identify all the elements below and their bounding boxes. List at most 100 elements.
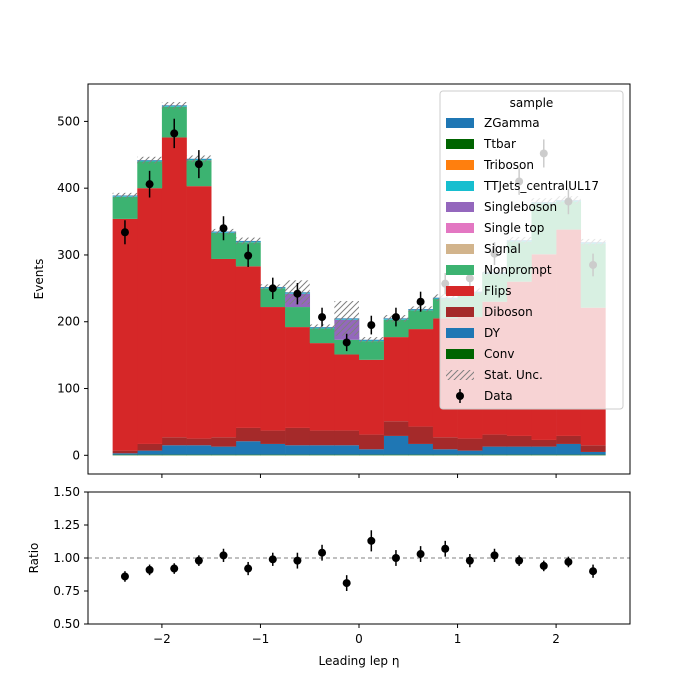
bar-flips-0 (112, 218, 138, 451)
ratio-y-tick-label-4: 1.50 (53, 485, 80, 499)
ratio-point-5 (244, 564, 253, 573)
bar-dy-15 (482, 446, 508, 455)
bar-dy-6 (260, 443, 286, 455)
bar-conv-13 (432, 454, 458, 456)
bar-nonprompt-8 (309, 328, 335, 344)
data-point-10 (367, 321, 376, 330)
bar-conv-4 (211, 454, 237, 456)
legend-label-signal: Signal (484, 242, 521, 256)
bar-nonprompt-10 (359, 341, 384, 360)
ratio-point-14 (465, 556, 474, 565)
legend-swatch-nonprompt (446, 265, 474, 275)
bar-conv-17 (531, 454, 557, 456)
ratio-point-10 (367, 536, 376, 545)
bar-conv-1 (137, 454, 163, 456)
bar-diboson-2 (161, 437, 187, 446)
bar-dy-17 (531, 446, 557, 455)
bar-conv-2 (161, 454, 187, 456)
main-panel: 0 100 200 300 400 500 Events sample ZGamma Ttba… (32, 83, 631, 478)
ratio-point-0 (120, 572, 129, 581)
x-tick-label-4: 2 (552, 632, 560, 646)
bar-dy-4 (211, 446, 237, 455)
legend-label-zgamma: ZGamma (484, 116, 540, 130)
main-y-tick-label-1: 100 (57, 382, 80, 396)
bar-diboson-5 (235, 427, 261, 442)
bar-dy-9 (334, 445, 360, 455)
ratio-point-3 (194, 556, 203, 565)
bar-dy-19 (580, 451, 606, 455)
bar-flips-5 (235, 266, 261, 428)
bar-flips-2 (161, 137, 187, 438)
main-y-ticks: 0 100 200 300 400 500 (57, 114, 88, 462)
data-point-11 (391, 313, 400, 322)
bar-conv-9 (334, 454, 360, 456)
legend-swatch-ttjets-centralul17 (446, 181, 474, 191)
bar-conv-19 (580, 454, 606, 456)
ratio-y-ticks: 0.50 0.75 1.00 1.25 1.50 (53, 485, 88, 631)
stat-unc-band-2 (161, 102, 187, 109)
main-y-tick-label-0: 0 (72, 448, 80, 462)
bar-conv-12 (408, 454, 434, 456)
bar-diboson-12 (408, 426, 434, 444)
bar-dy-2 (161, 445, 187, 455)
bar-diboson-18 (556, 435, 582, 444)
bar-diboson-7 (285, 427, 311, 446)
bar-dy-8 (309, 445, 335, 455)
main-x-ticks (161, 474, 557, 478)
bar-diboson-16 (506, 435, 532, 447)
data-point-6 (268, 284, 277, 293)
bar-dy-0 (112, 453, 138, 455)
legend-swatch-conv (446, 349, 474, 359)
bar-diboson-11 (383, 421, 409, 436)
ratio-point-13 (441, 544, 450, 553)
legend-label-single-top: Single top (484, 221, 544, 235)
ratio-y-tick-label-1: 0.75 (53, 584, 80, 598)
main-y-tick-label-5: 500 (57, 114, 80, 128)
bar-flips-3 (186, 186, 212, 439)
bar-flips-12 (408, 329, 434, 427)
ratio-point-2 (170, 564, 179, 573)
ratio-point-15 (490, 551, 499, 560)
stat-unc-band-10 (359, 337, 384, 343)
bar-conv-5 (235, 454, 261, 456)
legend-swatch-stat-unc- (446, 370, 474, 380)
bar-dy-12 (408, 443, 434, 455)
ratio-panel: 0.50 0.75 1.00 1.25 1.50 −2 −1 0 1 2 Ratio Leadi… (27, 485, 631, 668)
legend-swatch-ttbar (446, 139, 474, 149)
bar-nonprompt-11 (383, 319, 409, 338)
bar-conv-8 (309, 454, 335, 456)
x-axis-label: Leading lep η (319, 654, 400, 668)
data-point-2 (170, 129, 179, 138)
ratio-point-16 (515, 556, 524, 565)
bar-diboson-10 (359, 434, 384, 450)
bar-diboson-17 (531, 439, 557, 447)
bar-flips-1 (137, 188, 163, 444)
main-y-tick-label-4: 400 (57, 181, 80, 195)
legend-swatch-flips (446, 286, 474, 296)
data-point-8 (318, 313, 327, 322)
bar-dy-16 (506, 446, 532, 455)
bar-conv-16 (506, 454, 532, 456)
bar-dy-10 (359, 449, 384, 455)
stat-unc-band-0 (112, 192, 138, 199)
ratio-point-12 (416, 550, 425, 559)
legend-label-dy: DY (484, 326, 501, 340)
ratio-point-17 (539, 561, 548, 570)
bar-nonprompt-0 (112, 196, 138, 219)
legend-title: sample (510, 96, 554, 110)
bar-diboson-19 (580, 445, 606, 452)
main-y-tick-label-2: 200 (57, 315, 80, 329)
bar-diboson-0 (112, 450, 138, 454)
bar-flips-11 (383, 337, 409, 422)
bar-nonprompt-12 (408, 310, 434, 330)
bar-dy-5 (235, 441, 261, 455)
legend-label-conv: Conv (484, 347, 514, 361)
bar-dy-7 (285, 445, 311, 455)
ratio-points (120, 530, 598, 591)
legend-swatch-zgamma (446, 118, 474, 128)
legend-box (439, 90, 624, 410)
legend-label-nonprompt: Nonprompt (484, 263, 552, 277)
bar-diboson-15 (482, 434, 508, 447)
legend-label-ttbar: Ttbar (483, 137, 516, 151)
ratio-point-19 (589, 567, 598, 576)
